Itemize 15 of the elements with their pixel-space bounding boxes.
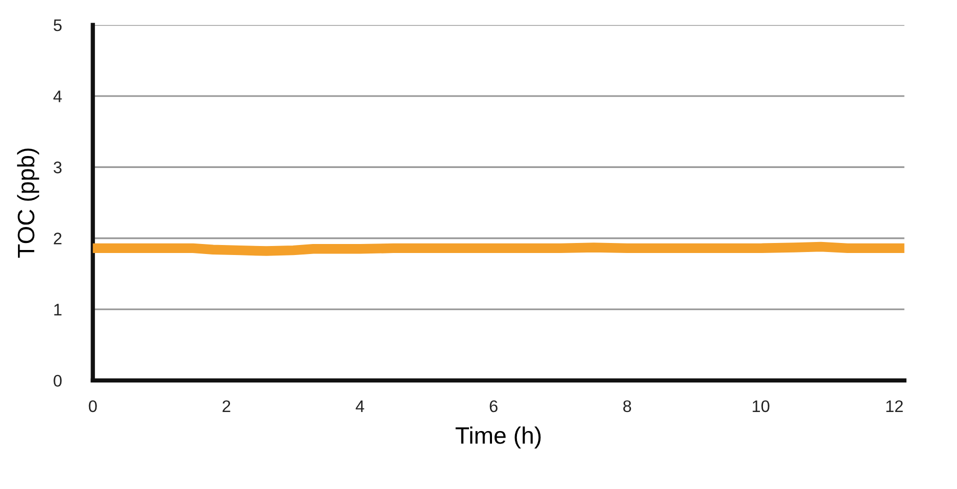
- x-tick-label: 12: [886, 400, 903, 412]
- y-tick-label: 5: [54, 20, 62, 32]
- x-tick-label: 6: [490, 400, 498, 412]
- x-tick-label: 0: [88, 400, 97, 412]
- y-tick-label: 1: [54, 304, 62, 316]
- y-axis-title: TOC (ppb): [17, 148, 40, 258]
- y-tick-label: 2: [54, 232, 62, 244]
- x-tick-label: 8: [623, 400, 632, 412]
- x-tick-label: 10: [752, 400, 770, 412]
- y-tick-label: 3: [54, 162, 62, 174]
- x-tick-label: 2: [222, 400, 230, 412]
- x-tick-label: 4: [356, 400, 364, 412]
- y-tick-label: 0: [54, 374, 62, 387]
- y-tick-label: 4: [53, 90, 62, 102]
- x-axis-title: Time (h): [456, 426, 541, 449]
